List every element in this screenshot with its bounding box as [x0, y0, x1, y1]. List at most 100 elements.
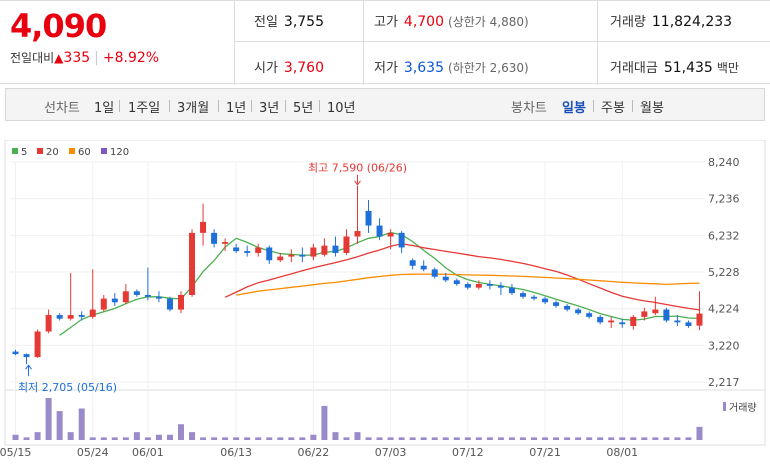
candle-body	[233, 247, 240, 252]
y-tick-label: 8,240	[708, 156, 740, 169]
legend-swatch-20	[37, 148, 43, 154]
volume-bar	[531, 437, 538, 440]
volume-bar	[619, 437, 626, 440]
divider	[319, 100, 320, 112]
legend-label-20: 20	[46, 147, 59, 158]
low-label: 저가	[374, 61, 398, 76]
change-label: 전일대비	[10, 51, 55, 65]
candle-body	[652, 309, 659, 314]
volume-bar	[398, 437, 405, 440]
volume-bar	[508, 437, 515, 440]
candle-body	[354, 231, 361, 237]
volume-bar	[67, 432, 74, 440]
x-tick-label: 06/13	[220, 446, 252, 459]
candle-body	[519, 293, 526, 297]
candle-body	[464, 283, 471, 288]
legend-swatch-60	[69, 148, 75, 154]
volume-bar	[45, 398, 52, 440]
candle-body	[23, 354, 30, 358]
x-tick-label: 07/03	[375, 446, 407, 459]
volume-bar	[453, 437, 460, 440]
candle-body	[133, 291, 140, 295]
prev-close: 전일 3,755	[254, 11, 324, 30]
candle-body	[299, 254, 306, 257]
open-price: 시가 3,760	[254, 57, 324, 76]
candle-body	[310, 247, 317, 257]
trade-amount: 거래대금 51,435 백만	[610, 57, 739, 76]
volume-bar	[222, 437, 229, 440]
period-1y[interactable]: 1년	[226, 101, 247, 116]
high-arrow-head	[354, 180, 361, 186]
volume-bar	[409, 437, 416, 440]
volume-bar	[696, 426, 703, 440]
candle-body	[475, 283, 482, 288]
volume-bar	[89, 437, 96, 440]
candle-body	[365, 210, 372, 226]
candle-weekly[interactable]: 주봉	[601, 101, 625, 116]
candle-body	[442, 276, 449, 281]
candle-body	[508, 287, 515, 294]
up-triangle-icon: ▲	[54, 51, 64, 65]
high-label: 고가	[374, 15, 398, 30]
volume-bar	[277, 437, 284, 440]
volume-bar	[685, 437, 692, 440]
volume-bar	[475, 437, 482, 440]
candle-body	[564, 305, 571, 310]
high-value: 4,700	[403, 14, 445, 30]
candle-body	[100, 298, 107, 310]
candle-body	[663, 309, 670, 321]
volume-bar	[464, 437, 471, 440]
period-3y[interactable]: 3년	[259, 101, 280, 116]
y-tick-label: 3,220	[708, 339, 740, 352]
volume-bar	[519, 437, 526, 440]
candle-body	[608, 320, 615, 323]
chart-toolbar: 선차트 1일 1주일 3개월 1년 3년 5년 10년 봉차트 일봉 주봉 월봉	[5, 88, 765, 121]
candle-body	[453, 280, 460, 284]
volume-bar	[200, 437, 207, 440]
x-tick-label: 08/01	[606, 446, 638, 459]
period-10y[interactable]: 10년	[327, 101, 356, 116]
volume-label: 거래량	[610, 15, 646, 30]
candle-body	[189, 232, 196, 295]
volume-bar	[299, 437, 306, 440]
period-3m[interactable]: 3개월	[177, 101, 210, 116]
volume-bar	[663, 437, 670, 440]
volume-bar	[244, 437, 251, 440]
volume-bar	[597, 437, 604, 440]
divider	[632, 100, 633, 112]
period-1w[interactable]: 1주일	[128, 101, 161, 116]
candle-body	[376, 225, 383, 237]
period-1d[interactable]: 1일	[94, 101, 115, 116]
ma5-line	[59, 231, 700, 336]
y-tick-label: 7,236	[708, 193, 740, 206]
candle-body	[586, 313, 593, 317]
candle-body	[409, 260, 416, 266]
x-tick-label: 06/22	[298, 446, 330, 459]
volume-bar	[155, 434, 162, 440]
divider	[593, 100, 594, 112]
candle-body	[288, 254, 295, 257]
candle-body	[144, 294, 151, 297]
divider	[169, 100, 170, 112]
candle-body	[45, 315, 52, 332]
candle-body	[244, 251, 251, 253]
candle-daily[interactable]: 일봉	[562, 101, 586, 116]
period-5y[interactable]: 5년	[293, 101, 314, 116]
candle-body	[542, 298, 549, 303]
chart-frame	[4, 140, 766, 446]
volume: 거래량 11,824,233	[610, 11, 732, 30]
candle-body	[486, 283, 493, 286]
candle-body	[56, 315, 63, 319]
candle-monthly[interactable]: 월봉	[640, 101, 664, 116]
volume-bar	[365, 437, 372, 440]
open-label: 시가	[254, 61, 278, 76]
y-tick-label: 2,217	[708, 376, 740, 389]
candle-body	[619, 322, 626, 325]
volume-bar	[321, 405, 328, 440]
volume-bar	[144, 437, 151, 440]
lower-limit: (하한가 2,630)	[448, 61, 529, 75]
y-tick-label: 6,232	[708, 229, 740, 242]
candle-body	[34, 331, 41, 358]
divider: |	[94, 50, 99, 66]
candle-body	[497, 285, 504, 288]
